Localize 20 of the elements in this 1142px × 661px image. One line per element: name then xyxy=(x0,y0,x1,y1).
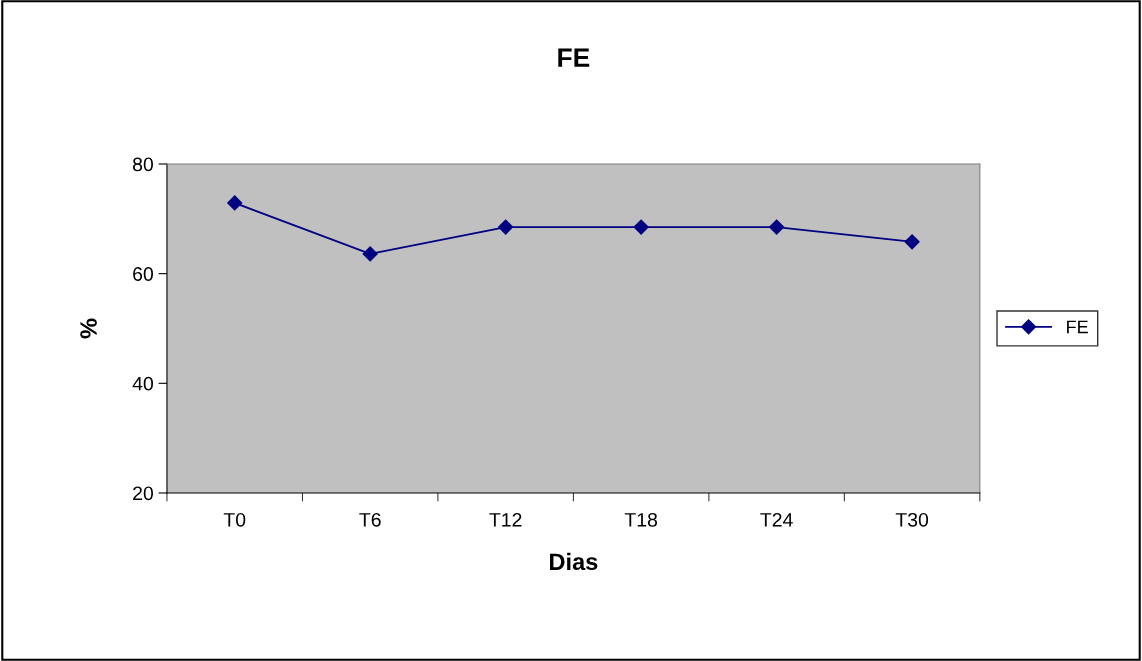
x-tick-label: T30 xyxy=(895,512,929,527)
x-tick-label: T0 xyxy=(223,512,246,527)
point xyxy=(904,234,920,250)
point xyxy=(362,246,378,262)
chart-title: FE xyxy=(558,48,590,67)
point xyxy=(498,219,514,235)
y-tick-label: 20 xyxy=(133,486,154,501)
point xyxy=(769,219,785,235)
x-tick-label: T18 xyxy=(624,512,658,527)
x-tick-label: T12 xyxy=(489,512,522,527)
y-tick-label: 40 xyxy=(132,376,154,391)
x-tick-label: T24 xyxy=(760,512,793,527)
y-tick-label: 80 xyxy=(132,157,154,172)
legend-label: FE xyxy=(1067,320,1088,334)
point xyxy=(227,195,243,211)
x-tick-label: T6 xyxy=(359,512,381,527)
y-axis-title: % xyxy=(80,318,97,339)
point xyxy=(633,219,649,235)
y-tick-label: 60 xyxy=(133,267,154,281)
x-axis-title: Dias xyxy=(550,552,598,571)
